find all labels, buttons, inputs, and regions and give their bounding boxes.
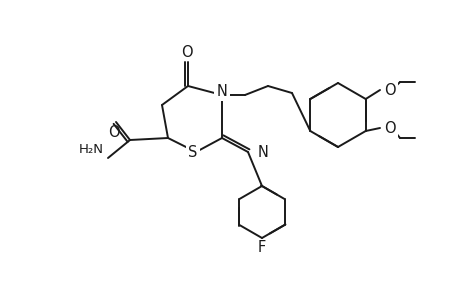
Text: N: N — [257, 145, 269, 160]
Text: O: O — [383, 82, 395, 98]
Text: O: O — [108, 124, 119, 140]
Text: O: O — [181, 44, 192, 59]
Text: N: N — [216, 83, 227, 98]
Text: S: S — [188, 145, 197, 160]
Text: H₂N: H₂N — [79, 142, 104, 155]
Text: F: F — [257, 241, 266, 256]
Text: O: O — [383, 121, 395, 136]
